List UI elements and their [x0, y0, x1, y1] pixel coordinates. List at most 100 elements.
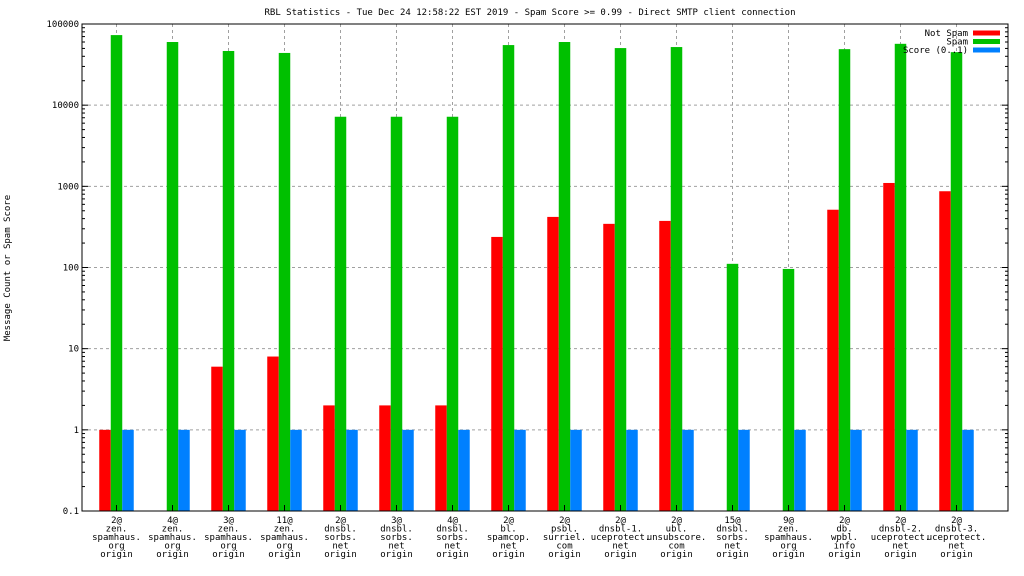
bar-not-spam	[435, 405, 447, 511]
bar-score	[794, 429, 806, 511]
x-tick-label: bl.	[500, 525, 516, 535]
x-tick-label: net	[892, 542, 908, 552]
bar-score	[738, 429, 750, 511]
x-tick-label: net	[612, 542, 628, 552]
x-tick-label: 2@	[559, 516, 570, 526]
x-tick-label: org	[164, 542, 180, 552]
bar-not-spam	[939, 191, 951, 511]
x-tick-label: uceprotect.	[871, 533, 931, 543]
bar-spam	[558, 42, 571, 512]
bar-spam	[278, 52, 291, 511]
x-tick-label: zen.	[162, 525, 184, 535]
bar-score	[626, 429, 638, 511]
bars	[99, 35, 974, 512]
bar-score	[122, 429, 134, 511]
bar-spam	[782, 268, 795, 511]
x-tick-label: origin	[940, 550, 973, 560]
bar-score	[234, 429, 246, 511]
bar-not-spam	[827, 209, 839, 511]
x-tick-label: zen.	[106, 525, 128, 535]
chart-title: RBL Statistics - Tue Dec 24 12:58:22 EST…	[264, 8, 795, 18]
x-tick-label: sorbs.	[436, 533, 469, 543]
x-tick-label: 2@	[671, 516, 682, 526]
x-tick-label: origin	[212, 550, 245, 560]
x-tick-label: surriel.	[543, 533, 586, 543]
x-tick-label: origin	[156, 550, 189, 560]
x-tick-label: 2@	[111, 516, 122, 526]
bar-score	[290, 429, 302, 511]
bar-score	[962, 429, 974, 511]
x-tick-label: dnsbl-2.	[879, 525, 922, 535]
x-tick-label: db.	[836, 525, 852, 535]
x-tick-label: net	[500, 542, 516, 552]
legend-label: Not Spam	[925, 29, 968, 39]
x-tick-label: dnsbl-3.	[935, 525, 978, 535]
bar-score	[346, 429, 358, 511]
bar-score	[514, 429, 526, 511]
x-tick-label: 15@	[724, 516, 741, 526]
x-tick-label: 9@	[783, 516, 794, 526]
x-tick-label: sorbs.	[380, 533, 413, 543]
x-tick-label: org	[276, 542, 292, 552]
bar-not-spam	[547, 216, 559, 511]
y-ticks: 0.1 1 10 100 1000 10000 100000	[46, 20, 1008, 517]
bar-not-spam	[323, 405, 335, 511]
x-tick-label: 2@	[895, 516, 906, 526]
x-tick-labels: 2@zen.spamhaus.orgorigin4@zen.spamhaus.o…	[92, 516, 986, 560]
bar-spam	[110, 35, 123, 511]
bar-not-spam	[883, 182, 895, 511]
x-tick-label: info	[834, 542, 856, 552]
x-tick-label: 4@	[447, 516, 458, 526]
bar-spam	[502, 45, 515, 512]
x-tick-label: origin	[380, 550, 413, 560]
x-tick-label: 3@	[223, 516, 234, 526]
x-tick-label: sorbs.	[324, 533, 357, 543]
bar-not-spam	[211, 366, 223, 511]
bar-spam	[334, 116, 347, 511]
bar-score	[682, 429, 694, 511]
x-tick-label: sorbs.	[716, 533, 749, 543]
y-tick-label: 100000	[46, 20, 79, 30]
bar-not-spam	[491, 236, 503, 511]
x-tick-label: origin	[268, 550, 301, 560]
legend-label: Score (0..1)	[903, 46, 968, 56]
x-tick-label: uceprotect.	[591, 533, 651, 543]
x-tick-label: com	[556, 542, 572, 552]
x-tick-label: net	[948, 542, 964, 552]
x-tick-label: origin	[884, 550, 917, 560]
x-tick-label: origin	[660, 550, 693, 560]
bar-not-spam	[99, 429, 111, 511]
bar-spam	[222, 50, 235, 512]
x-tick-label: 2@	[335, 516, 346, 526]
x-tick-label: origin	[604, 550, 637, 560]
legend-swatch	[973, 47, 1000, 53]
x-tick-label: origin	[772, 550, 805, 560]
legend-label: Spam	[946, 38, 968, 48]
x-tick-label: spamcop.	[487, 533, 530, 543]
bar-spam	[390, 116, 403, 511]
bar-score	[906, 429, 918, 511]
x-tick-label: 2@	[839, 516, 850, 526]
x-tick-label: dnsbl.	[324, 525, 357, 535]
x-tick-label: spamhaus.	[260, 533, 309, 543]
bar-score	[570, 429, 582, 511]
bar-spam	[894, 43, 907, 512]
x-tick-label: unsubscore.	[647, 533, 707, 543]
x-tick-label: 2@	[503, 516, 514, 526]
y-tick-label: 1	[74, 426, 79, 436]
x-tick-label: dnsbl-1.	[599, 525, 642, 535]
bar-spam	[838, 49, 851, 511]
x-tick-label: org	[220, 542, 236, 552]
x-tick-label: dnsbl.	[380, 525, 413, 535]
x-tick-label: origin	[828, 550, 861, 560]
bar-score	[178, 429, 190, 511]
x-tick-label: zen.	[274, 525, 296, 535]
x-tick-label: origin	[436, 550, 469, 560]
x-tick-label: psbl.	[551, 525, 578, 535]
x-tick-label: org	[108, 542, 124, 552]
x-tick-label: origin	[492, 550, 525, 560]
x-tick-label: zen.	[778, 525, 800, 535]
bar-spam	[614, 48, 627, 511]
